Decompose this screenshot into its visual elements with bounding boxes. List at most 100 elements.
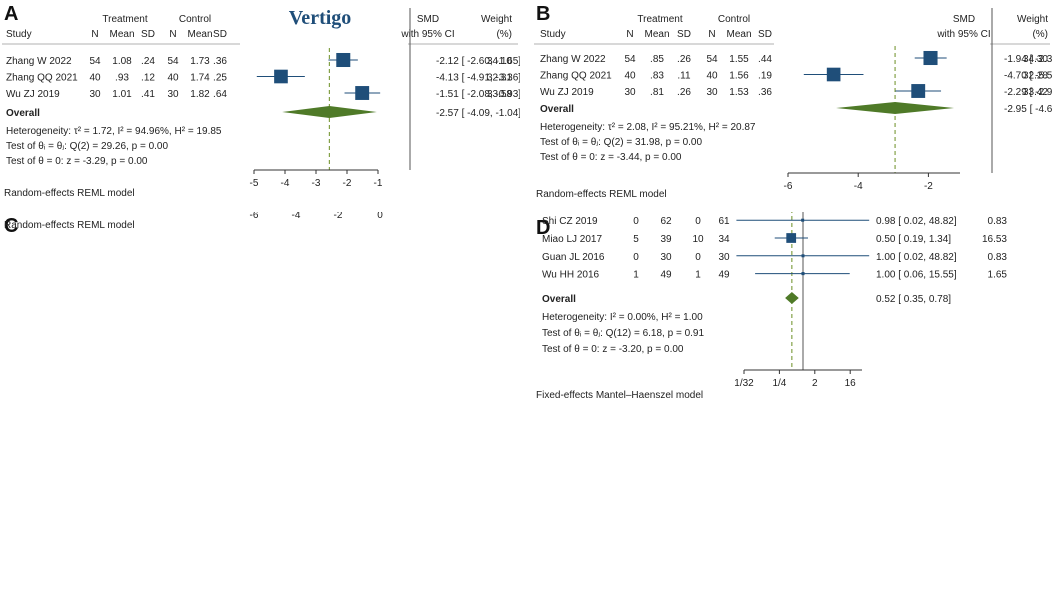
study-cell: .11 bbox=[677, 71, 691, 82]
effect-header: SMD bbox=[953, 14, 975, 25]
heterogeneity-stat: Heterogeneity: τ² = 2.08, I² = 95.21%, H… bbox=[540, 122, 756, 133]
x-tick-label: -3 bbox=[312, 178, 321, 189]
x-tick-label: -4 bbox=[281, 178, 290, 189]
study-cell: 1.01 bbox=[112, 89, 132, 100]
x-tick-label: 0 bbox=[377, 212, 383, 221]
column-header: SD bbox=[141, 29, 155, 40]
model-note: Random-effects REML model bbox=[4, 188, 135, 199]
study-cell: .12 bbox=[141, 73, 155, 84]
study-effect-ci: -2.29 [ -2.94, -1.64] bbox=[1004, 87, 1052, 98]
forest-plot-anorexia: BAnorexiaTreatmentControlStudyNMeanSDNMe… bbox=[534, 3, 1052, 200]
study-cell: 62 bbox=[660, 216, 672, 227]
column-header: N bbox=[708, 29, 715, 40]
weight-header-unit: (%) bbox=[496, 29, 512, 40]
overall-diamond bbox=[785, 292, 799, 304]
study-weight: 33.42 bbox=[1023, 87, 1048, 98]
study-cell: 1.53 bbox=[729, 87, 749, 98]
study-cell: 1.55 bbox=[729, 54, 749, 65]
study-cell: 40 bbox=[624, 71, 636, 82]
study-cell: .36 bbox=[213, 56, 227, 67]
study-cell: 30 bbox=[718, 252, 730, 263]
model-note: Fixed-effects Mantel–Haenszel model bbox=[536, 390, 703, 401]
study-effect-ci: -1.51 [ -2.08, -0.93] bbox=[436, 89, 520, 100]
study-marker bbox=[355, 86, 370, 100]
study-cell: 49 bbox=[718, 270, 730, 281]
effect-header: SMD bbox=[417, 14, 439, 25]
study-cell: 5 bbox=[633, 234, 639, 245]
study-cell: 0 bbox=[633, 252, 639, 263]
study-marker bbox=[923, 50, 938, 66]
column-header: SD bbox=[758, 29, 772, 40]
study-weight: 0.83 bbox=[988, 252, 1008, 263]
study-cell: 30 bbox=[706, 87, 718, 98]
study-effect-ci: 0.50 [ 0.19, 1.34] bbox=[876, 234, 951, 245]
column-header: Mean bbox=[109, 29, 134, 40]
x-tick-label: -5 bbox=[250, 178, 259, 189]
x-tick-label: -2 bbox=[334, 212, 343, 221]
forest-panel-adverse-reactions: DAdverse reactionsTreatmentControlStudyY… bbox=[532, 7, 1052, 606]
study-cell: 1.82 bbox=[190, 89, 210, 100]
study-cell: 1.56 bbox=[729, 71, 749, 82]
study-weight: 0.83 bbox=[988, 216, 1008, 227]
study-cell: .64 bbox=[213, 89, 227, 100]
study-effect-ci: -1.94 [ -2.39, -1.48] bbox=[1004, 54, 1052, 65]
study-cell: .41 bbox=[141, 89, 155, 100]
study-cell: .36 bbox=[758, 87, 772, 98]
study-name: Shi CZ 2019 bbox=[542, 216, 598, 227]
study-cell: 0 bbox=[695, 216, 701, 227]
x-tick-label: -4 bbox=[854, 181, 863, 192]
overall-effect-ci: 0.52 [ 0.35, 0.78] bbox=[876, 294, 951, 305]
forest-plot-adverse-reactions: DAdverse reactionsTreatmentControlStudyY… bbox=[534, 7, 1050, 401]
column-header: Mean bbox=[726, 29, 751, 40]
study-name: Zhang W 2022 bbox=[540, 54, 606, 65]
study-cell: 1 bbox=[633, 270, 639, 281]
study-weight: 34.10 bbox=[487, 56, 512, 67]
x-tick-label: -4 bbox=[292, 212, 301, 221]
heterogeneity-stat: Test of θᵢ = θⱼ: Q(12) = 6.18, p = 0.91 bbox=[542, 328, 704, 339]
weight-header-unit: (%) bbox=[1032, 29, 1048, 40]
overall-label: Overall bbox=[542, 294, 576, 305]
study-name: Zhang QQ 2021 bbox=[540, 71, 612, 82]
study-cell: 54 bbox=[624, 54, 636, 65]
heterogeneity-stat: Heterogeneity: τ² = 1.72, I² = 94.96%, H… bbox=[6, 126, 222, 137]
column-header: Mean bbox=[644, 29, 669, 40]
effect-header-ci: with 95% CI bbox=[400, 29, 454, 40]
study-cell: .26 bbox=[677, 87, 691, 98]
heterogeneity-stat: Test of θ = 0: z = -3.29, p = 0.00 bbox=[6, 156, 148, 167]
study-cell: 40 bbox=[706, 71, 718, 82]
study-cell: 49 bbox=[660, 270, 672, 281]
overall-effect-ci: -2.95 [ -4.63, -1.27] bbox=[1004, 104, 1052, 115]
study-cell: 30 bbox=[624, 87, 636, 98]
study-weight: 32.31 bbox=[487, 73, 512, 84]
weight-header: Weight bbox=[481, 14, 512, 25]
study-effect-ci: 0.98 [ 0.02, 48.82] bbox=[876, 216, 957, 227]
heterogeneity-stat: Test of θᵢ = θⱼ: Q(2) = 31.98, p = 0.00 bbox=[540, 137, 702, 148]
group-header: Control bbox=[179, 14, 211, 25]
study-marker bbox=[801, 272, 805, 276]
study-cell: 1 bbox=[695, 270, 701, 281]
panel-letter: A bbox=[4, 3, 18, 25]
group-header: Control bbox=[718, 14, 750, 25]
forest-panel-anorexia: BAnorexiaTreatmentControlStudyNMeanSDNMe… bbox=[532, 0, 1052, 210]
study-effect-ci: -4.70 [ -5.55, -3.85] bbox=[1004, 71, 1052, 82]
study-weight: 32.28 bbox=[1023, 71, 1048, 82]
weight-header: Weight bbox=[1017, 14, 1048, 25]
overall-label: Overall bbox=[540, 104, 574, 115]
heterogeneity-stat: Heterogeneity: I² = 0.00%, H² = 1.00 bbox=[542, 312, 703, 323]
column-header: Mean bbox=[187, 29, 212, 40]
study-cell: .81 bbox=[650, 87, 664, 98]
x-tick-label: -6 bbox=[250, 212, 259, 221]
study-cell: 39 bbox=[660, 234, 672, 245]
effect-header-ci: with 95% CI bbox=[936, 29, 990, 40]
study-marker bbox=[911, 84, 926, 98]
overall-diamond bbox=[282, 106, 377, 118]
x-tick-label: -6 bbox=[784, 181, 793, 192]
study-weight: 16.53 bbox=[982, 234, 1007, 245]
study-marker bbox=[274, 69, 288, 84]
model-note: Random-effects REML model bbox=[4, 220, 135, 231]
study-cell: .25 bbox=[213, 73, 227, 84]
panel-letter: B bbox=[536, 3, 550, 25]
overall-label: Overall bbox=[6, 108, 40, 119]
column-header: SD bbox=[213, 29, 227, 40]
study-cell: 1.74 bbox=[190, 73, 210, 84]
